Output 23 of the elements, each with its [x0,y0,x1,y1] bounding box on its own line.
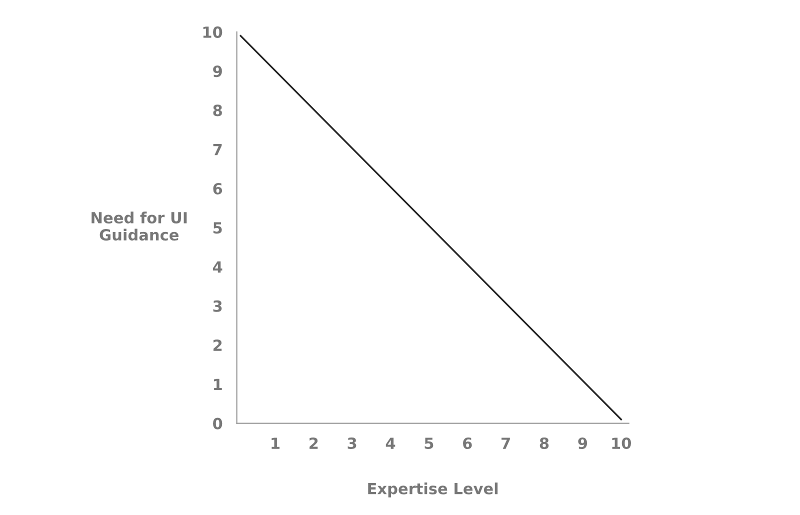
x-tick-label: 3 [348,437,356,450]
x-tick-label: 1 [272,438,280,449]
y-tick-label: 8 [213,104,222,116]
x-tick-label: 6 [463,438,472,450]
x-tick-label: 10 [612,437,632,450]
y-axis-title: Need for UI Guidance [92,212,187,241]
y-tick-label: 2 [213,340,222,351]
y-tick-label: 4 [212,261,222,273]
x-tick-label: 8 [540,437,549,450]
x-tick-label: 4 [386,438,396,449]
y-tick-label: 1 [214,378,222,390]
y-tick-label: 10 [203,26,222,38]
x-tick-label: 7 [502,438,510,449]
x-axis-title: Expertise Level [368,482,498,498]
y-tick-label: 3 [213,300,222,312]
x-tick-label: 2 [310,437,318,449]
x-tick-label: 9 [578,438,588,450]
x-tick-label: 5 [424,438,434,450]
y-tick-label: 5 [213,222,222,234]
y-tick-label: 7 [213,144,222,156]
y-tick-label: 6 [213,182,222,195]
y-tick-label: 0 [213,418,222,430]
y-tick-label: 9 [213,66,222,78]
